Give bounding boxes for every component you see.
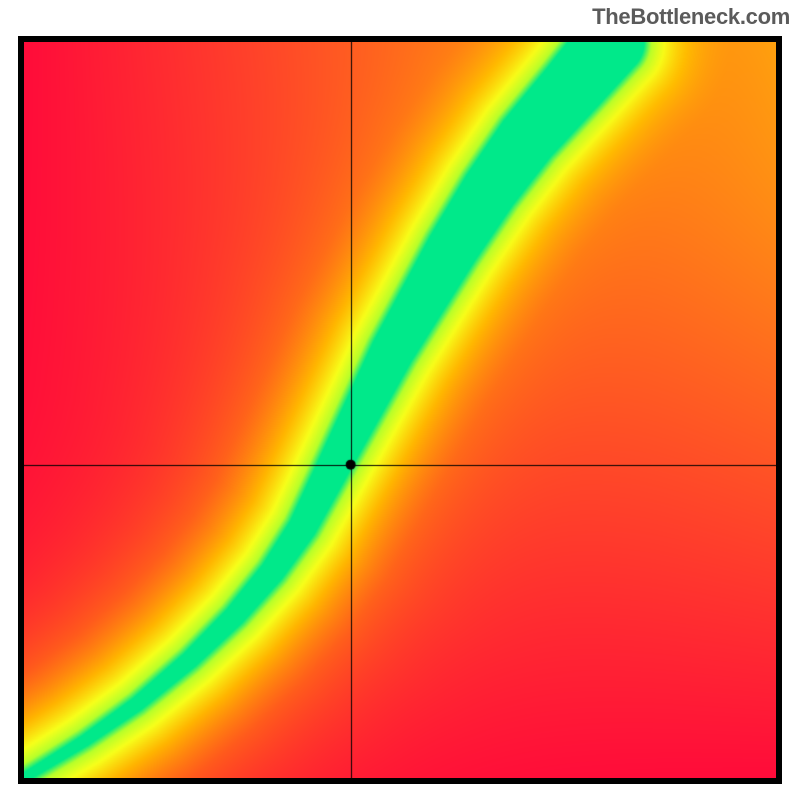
heatmap-frame: [18, 36, 782, 784]
watermark-text: TheBottleneck.com: [592, 4, 790, 30]
heatmap-canvas: [24, 42, 776, 778]
